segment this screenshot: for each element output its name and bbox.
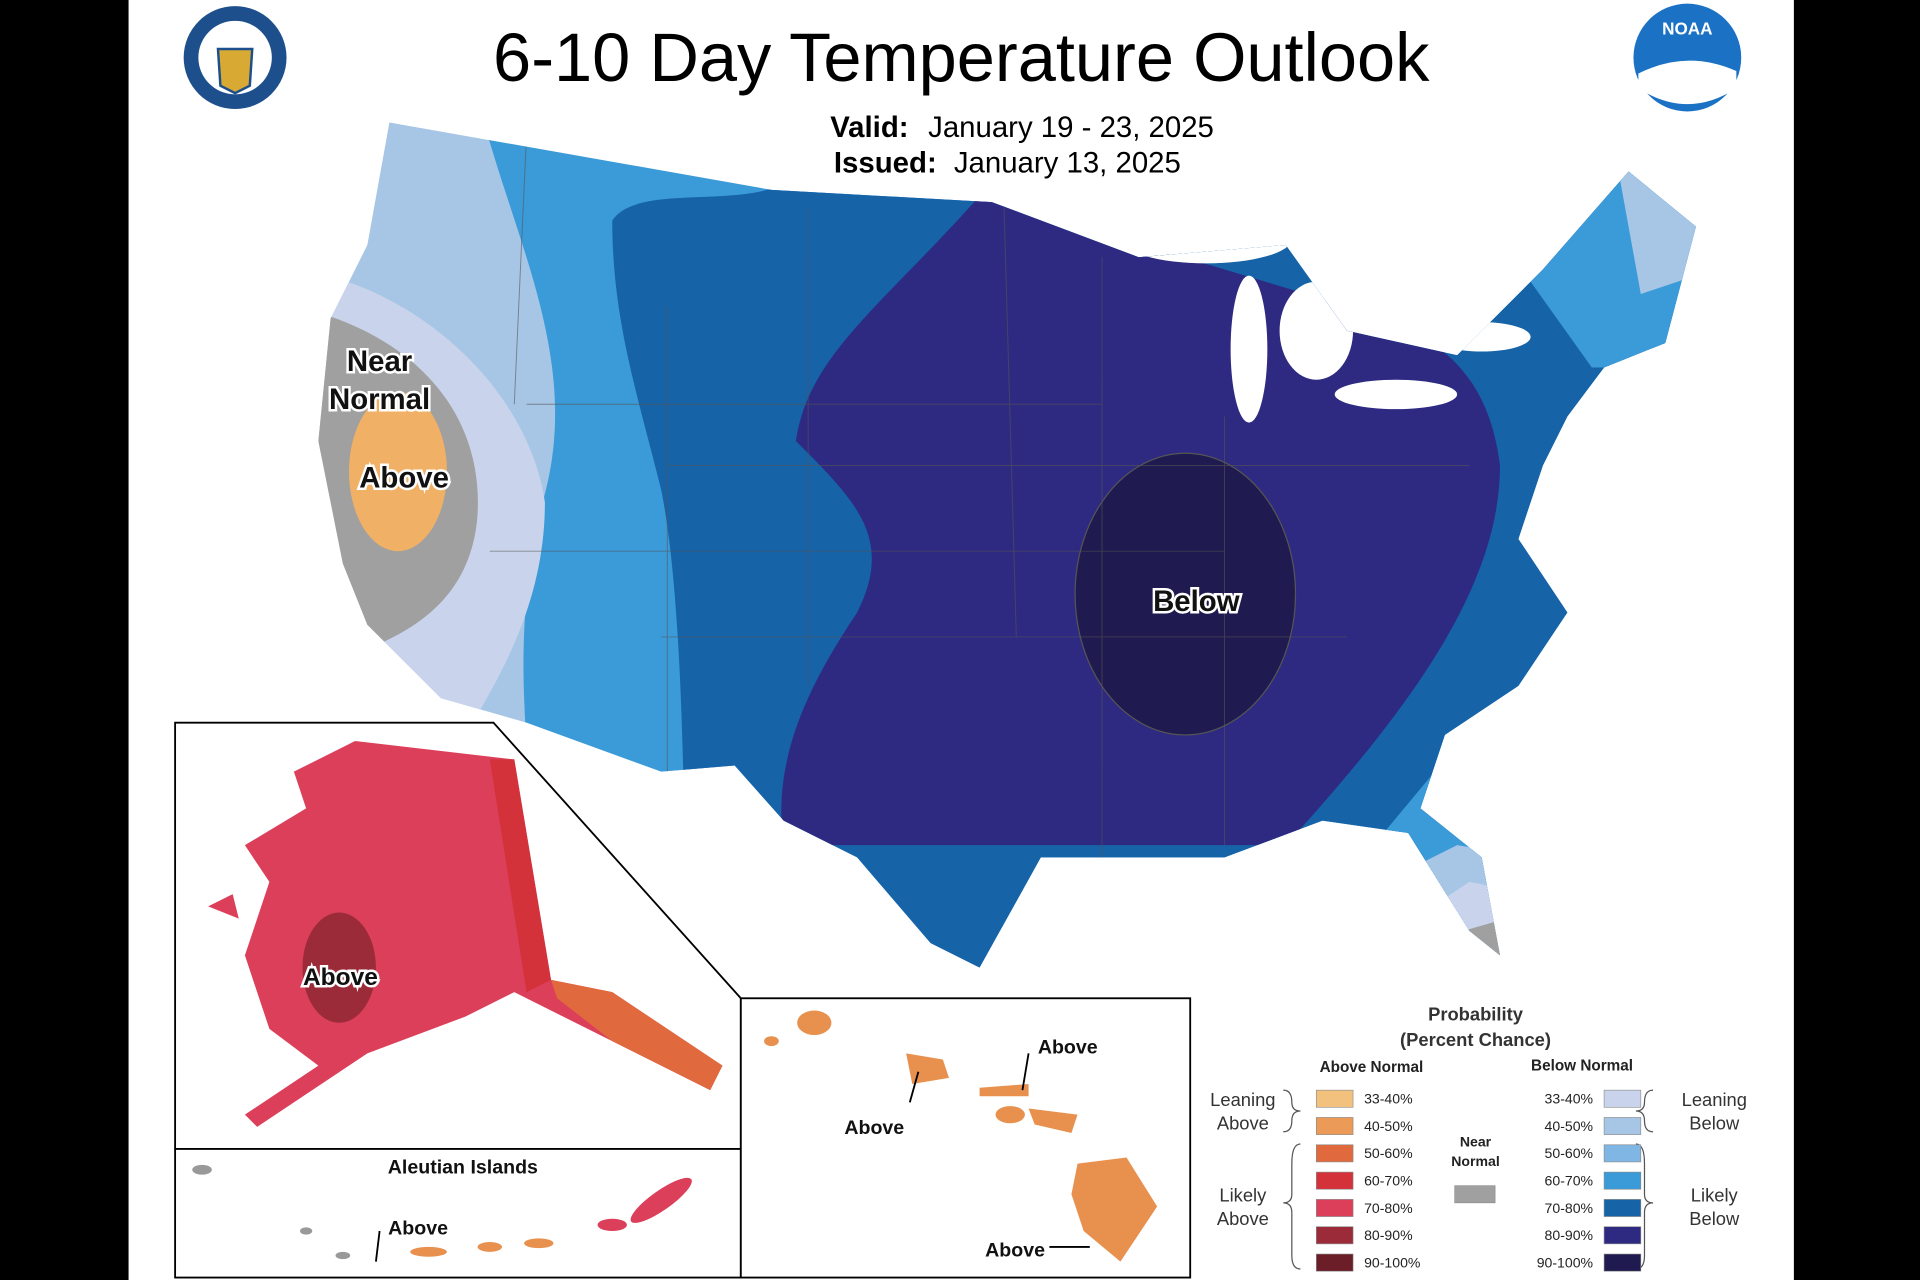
map-label-near: Near	[347, 345, 412, 378]
legend-near-normal-label: Normal	[1451, 1153, 1500, 1169]
noaa-logo-bird	[1638, 60, 1737, 105]
hawaii-label-oahu: Above	[844, 1117, 904, 1139]
aleutian-label: Above	[388, 1218, 448, 1240]
valid-dates: January 19 - 23, 2025	[928, 111, 1214, 144]
legend-label-above: 33-40%	[1364, 1091, 1413, 1107]
map-label-above: Above	[359, 461, 449, 494]
legend-label-below: 80-90%	[1545, 1227, 1594, 1243]
region-90-100-below	[1074, 452, 1297, 736]
legend-label-above: 40-50%	[1364, 1118, 1413, 1134]
legend-swatch-below	[1603, 1199, 1642, 1217]
legend-leaning-below: Leaning	[1682, 1089, 1747, 1110]
issued-date: January 13, 2025	[954, 147, 1181, 180]
legend-label-above: 60-70%	[1364, 1173, 1413, 1189]
region-33-40-above	[348, 391, 447, 552]
legend-leaning-above: Above	[1217, 1112, 1269, 1133]
legend-likely-above: Likely	[1219, 1185, 1267, 1206]
legend-near-normal-label: Near	[1460, 1133, 1492, 1149]
legend-leaning-below: Below	[1689, 1112, 1740, 1133]
legend-leaning-above: Leaning	[1210, 1089, 1275, 1110]
hawaii-label-big-island: Above	[985, 1240, 1045, 1262]
issued-label: Issued:	[834, 147, 937, 180]
legend-swatch-above	[1316, 1144, 1354, 1163]
valid-label: Valid:	[830, 111, 908, 144]
legend-swatch-below	[1603, 1144, 1642, 1163]
header: NOAA 6-10 Day Temperature Outlook Valid:…	[183, 3, 1742, 180]
legend-swatch-above	[1316, 1253, 1354, 1272]
map-label-normal: Normal	[329, 383, 430, 416]
state-borders	[489, 134, 1470, 858]
hawaii-label-maui: Above	[1038, 1036, 1098, 1058]
aleutian-inset: Aleutian Islands Above	[174, 1148, 742, 1279]
aleutian-title: Aleutian Islands	[388, 1156, 538, 1178]
legend: Probability (Percent Chance) Above Norma…	[1210, 1003, 1747, 1272]
legend-label-below: 33-40%	[1545, 1091, 1594, 1107]
doc-seal-shield	[216, 47, 254, 95]
legend-likely-above: Above	[1217, 1208, 1269, 1229]
legend-above-header: Above Normal	[1320, 1059, 1424, 1076]
legend-title: Probability	[1428, 1003, 1524, 1024]
hawaii-inset: Above Above Above	[739, 997, 1192, 1279]
alaska-inset: Above	[174, 721, 742, 1150]
legend-below-header: Below Normal	[1531, 1058, 1633, 1075]
legend-swatch-below	[1603, 1226, 1642, 1245]
legend-swatch-below	[1603, 1253, 1642, 1272]
legend-swatch-below	[1603, 1171, 1642, 1190]
legend-label-above: 90-100%	[1364, 1255, 1421, 1271]
legend-label-above: 70-80%	[1364, 1200, 1413, 1216]
legend-swatch-below	[1603, 1117, 1642, 1135]
alaska-region-60-70	[489, 759, 552, 993]
noaa-logo-text: NOAA	[1662, 18, 1712, 38]
legend-likely-below: Below	[1689, 1208, 1740, 1229]
legend-label-below: 50-60%	[1545, 1145, 1594, 1161]
legend-label-below: 70-80%	[1545, 1200, 1594, 1216]
title: 6-10 Day Temperature Outlook	[493, 19, 1430, 96]
legend-swatch-above	[1316, 1089, 1354, 1108]
map-label-below: Below	[1153, 585, 1240, 618]
legend-subtitle: (Percent Chance)	[1400, 1029, 1551, 1050]
alaska-label: Above	[303, 964, 378, 991]
legend-label-below: 40-50%	[1545, 1118, 1594, 1134]
legend-swatch-above	[1316, 1199, 1354, 1217]
legend-label-above: 50-60%	[1364, 1145, 1413, 1161]
legend-swatch-above	[1316, 1171, 1354, 1190]
legend-swatch-below	[1603, 1089, 1642, 1108]
alaska-region-80-90	[302, 912, 376, 1023]
legend-label-above: 80-90%	[1364, 1227, 1413, 1243]
legend-swatch-near-normal	[1454, 1185, 1496, 1204]
legend-swatch-above	[1316, 1226, 1354, 1245]
legend-swatch-above	[1316, 1117, 1354, 1135]
legend-likely-below: Likely	[1691, 1185, 1739, 1206]
legend-label-below: 90-100%	[1537, 1255, 1594, 1271]
legend-label-below: 60-70%	[1545, 1173, 1594, 1189]
alaska-panhandle	[551, 979, 723, 1091]
